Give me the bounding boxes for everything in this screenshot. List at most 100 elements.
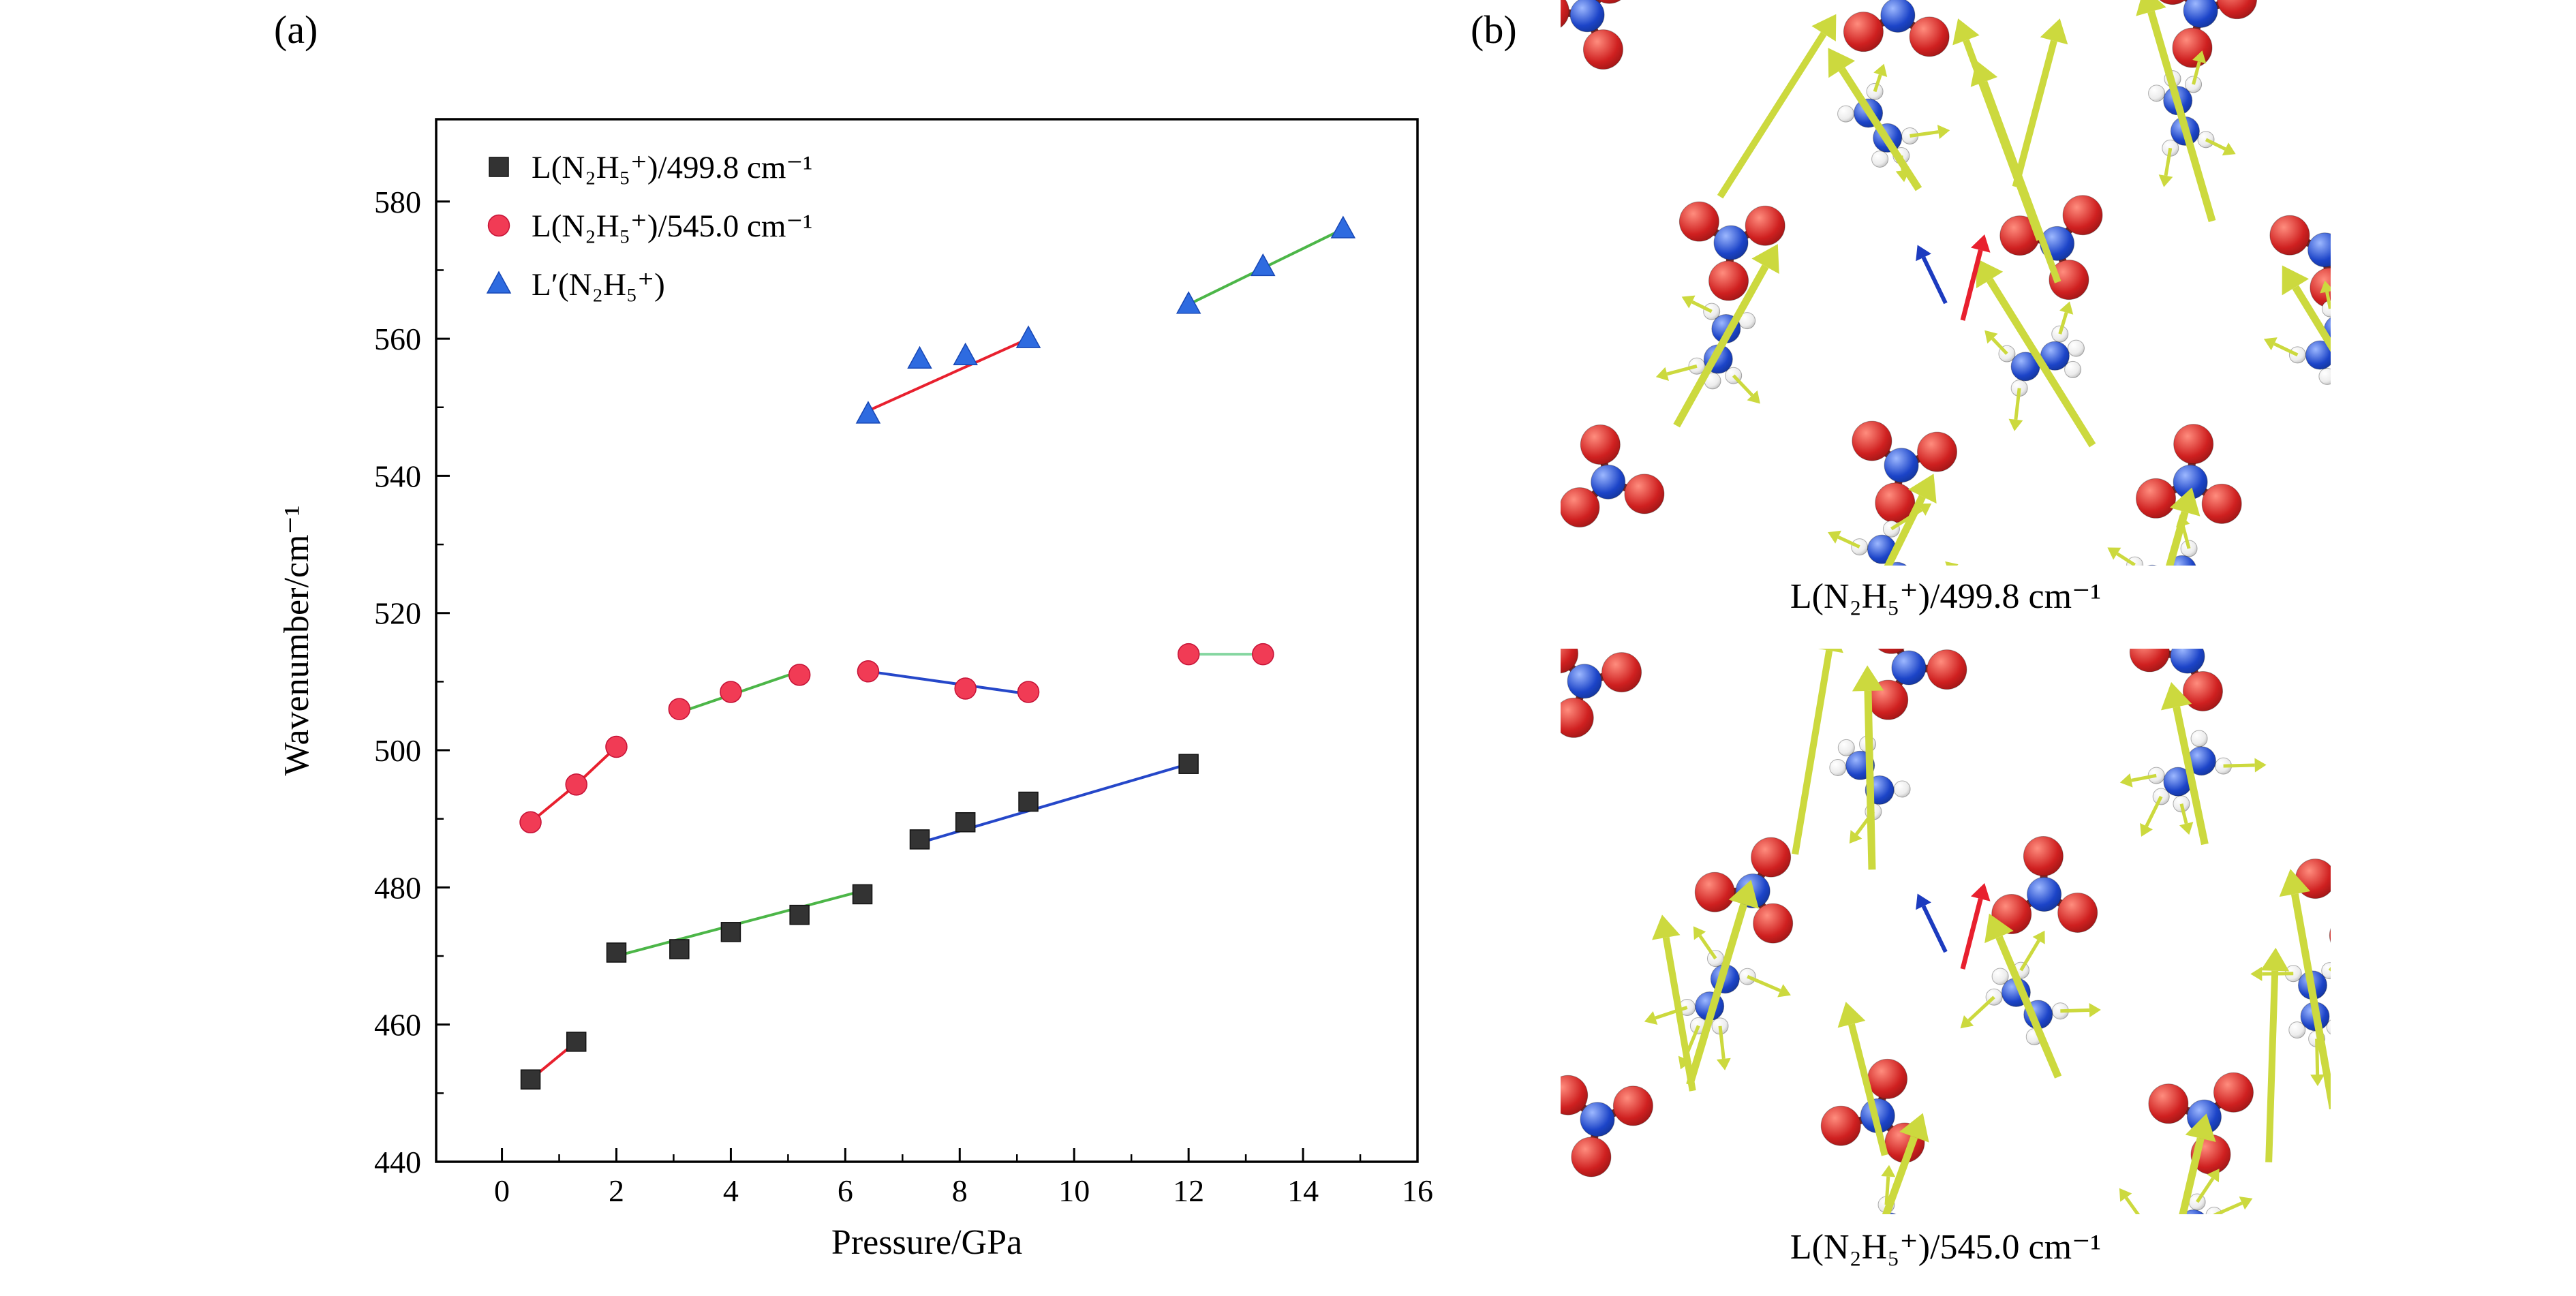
displacement-arrow — [2116, 552, 2136, 566]
displacement-arrow — [1960, 249, 1983, 321]
atom-hydrogen — [2148, 84, 2166, 102]
displacement-arrow-head — [1777, 984, 1791, 998]
panel-b-label: (b) — [1471, 7, 1517, 52]
data-point-series-1 — [605, 735, 628, 758]
x-tick-label: 6 — [838, 1173, 853, 1208]
displacement-arrow — [2173, 706, 2209, 846]
atom-oxygen — [1877, 649, 1905, 654]
y-tick-label: 560 — [374, 322, 421, 356]
displacement-arrow-head — [1984, 330, 1998, 344]
panel-a-label: (a) — [274, 7, 318, 52]
displacement-arrow-head — [2185, 1113, 2216, 1142]
atom-oxygen — [1561, 1075, 1589, 1115]
atom-oxygen — [1909, 16, 1950, 57]
displacement-arrow-head — [2250, 966, 2263, 981]
displacement-arrow-head — [1984, 913, 2014, 944]
displacement-arrow — [2213, 1201, 2243, 1214]
displacement-arrow — [2179, 1137, 2205, 1214]
atom-oxygen — [2213, 1072, 2254, 1113]
legend-marker-1 — [487, 214, 510, 237]
displacement-arrow-head — [1908, 474, 1937, 504]
displacement-arrow-head — [1644, 1011, 1658, 1025]
mode-caption-499: L(N₂H₅⁺)/499.8 cm⁻¹ — [1790, 577, 2102, 616]
atom-oxygen — [1753, 903, 1794, 944]
x-tick-label: 8 — [952, 1173, 968, 1208]
legend-label-2: L′(N₂H₅⁺) — [532, 267, 665, 303]
displacement-arrow-head — [1899, 1113, 1929, 1143]
atom-oxygen — [1582, 29, 1623, 70]
displacement-arrow-head — [1976, 258, 2004, 289]
displacement-arrow — [2192, 61, 2201, 85]
displacement-arrow-head — [2008, 418, 2023, 431]
atom-oxygen — [2049, 260, 2089, 300]
displacement-arrow — [2292, 285, 2331, 352]
atom-oxygen — [1561, 487, 1600, 528]
displacement-arrow — [2124, 1197, 2141, 1214]
displacement-arrow-head — [2158, 174, 2173, 187]
mode-visualization-499-image — [1561, 0, 2331, 566]
atom-nitrogen — [2307, 232, 2331, 268]
data-point-series-0 — [606, 942, 627, 963]
atom-hydrogen — [2288, 1021, 2306, 1039]
atom-nitrogen — [2305, 340, 2331, 370]
displacement-arrow — [1995, 936, 2062, 1079]
atom-hydrogen — [1688, 357, 1706, 375]
atom-hydrogen — [2190, 730, 2208, 747]
atom-oxygen — [2172, 27, 2213, 68]
data-point-series-0 — [669, 939, 690, 959]
data-point-series-1 — [1017, 681, 1040, 703]
atom-oxygen — [1597, 0, 1621, 4]
displacement-arrow-head — [2040, 18, 2068, 45]
data-point-series-0 — [520, 1069, 541, 1090]
atom-hydrogen — [1837, 105, 1855, 123]
atom-oxygen — [2023, 835, 2064, 876]
atom-oxygen — [1751, 837, 1792, 878]
atom-nitrogen — [1713, 225, 1749, 260]
displacement-arrow — [2164, 147, 2173, 176]
displacement-arrow — [1662, 937, 1696, 1092]
data-point-series-0 — [1178, 754, 1199, 774]
displacement-arrow-head — [1655, 367, 1669, 382]
displacement-arrow-head — [1916, 245, 1931, 262]
atom-oxygen — [2201, 483, 2242, 524]
displacement-arrow-head — [1849, 830, 1862, 844]
displacement-arrow — [2290, 893, 2331, 1110]
atom-nitrogen — [2182, 1209, 2205, 1214]
displacement-arrow — [2058, 311, 2068, 335]
displacement-arrow — [2166, 510, 2189, 566]
mode-visualization-545-image — [1561, 649, 2331, 1214]
displacement-arrow-head — [2169, 487, 2201, 516]
atom-oxygen — [1820, 1105, 1861, 1146]
displacement-arrow — [1848, 1023, 1888, 1156]
displacement-arrow-head — [1916, 893, 1931, 910]
atom-oxygen — [2057, 892, 2098, 933]
displacement-arrow — [1839, 67, 1922, 191]
data-point-series-2 — [855, 401, 881, 424]
displacement-arrow — [2223, 763, 2255, 768]
displacement-arrow — [1666, 364, 1698, 376]
displacement-arrow — [2147, 10, 2216, 223]
displacement-arrow-head — [2059, 301, 2074, 315]
data-point-series-1 — [1252, 643, 1274, 666]
displacement-arrow — [1837, 535, 1860, 549]
data-point-series-2 — [1251, 253, 1276, 277]
x-tick-label: 4 — [723, 1173, 739, 1208]
atom-oxygen — [1694, 871, 1735, 912]
displacement-arrow-head — [1960, 1015, 1974, 1029]
legend-label-0: L(N₂H₅⁺)/499.8 cm⁻¹ — [532, 150, 812, 185]
displacement-arrow-head — [1693, 926, 1706, 940]
displacement-arrow-head — [2320, 280, 2331, 294]
y-tick-label: 440 — [374, 1145, 421, 1179]
atom-oxygen — [1571, 1137, 1612, 1177]
y-tick-label: 580 — [374, 185, 421, 219]
data-point-series-2 — [1176, 291, 1201, 314]
x-tick-label: 10 — [1058, 1173, 1090, 1208]
atom-nitrogen — [1891, 650, 1927, 685]
displacement-arrow — [1884, 495, 1926, 566]
data-point-series-0 — [1018, 791, 1039, 812]
atoms-layer — [1561, 649, 2331, 1214]
displacement-arrow-head — [2136, 0, 2166, 16]
displacement-arrow-head — [2254, 758, 2267, 773]
displacement-arrow — [1864, 690, 1876, 870]
displacement-arrow-head — [2119, 773, 2133, 788]
